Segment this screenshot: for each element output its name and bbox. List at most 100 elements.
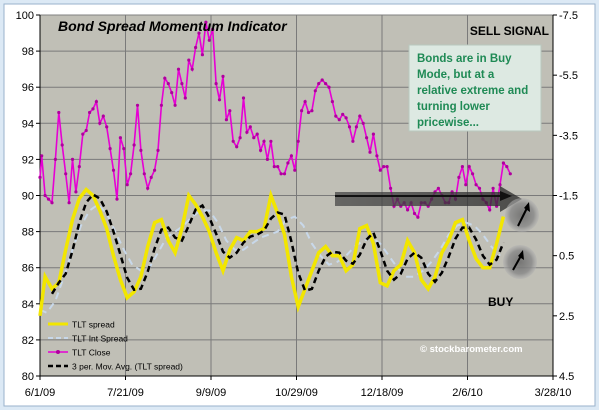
tlt-close-point (488, 208, 492, 212)
tlt-close-point (231, 139, 235, 143)
tlt-close-point (351, 139, 355, 143)
tlt-close-point (245, 130, 249, 134)
x-tick-label: 3/28/10 (535, 387, 572, 399)
tlt-close-point (262, 139, 266, 143)
horizontal-arrow (335, 186, 522, 212)
tlt-close-point (296, 139, 300, 143)
tlt-close-point (457, 175, 461, 179)
horizontal-arrow-head (500, 191, 512, 201)
x-tick-label: 9/9/09 (196, 387, 227, 399)
tlt-close-point (224, 118, 228, 122)
moving-average-line (50, 192, 505, 295)
tlt-close-point (111, 168, 116, 172)
x-tick-label: 2/6/10 (452, 387, 483, 399)
tlt-close-point (211, 27, 215, 31)
tlt-close-point (327, 85, 331, 89)
tlt-close-point (98, 121, 102, 125)
tlt-close-point (508, 172, 512, 176)
tlt-close-point (416, 215, 420, 219)
tlt-close-point (406, 208, 410, 212)
tlt-close-point (166, 82, 170, 86)
axes: 80 82 84 86 88 90 92 94 96 98 100 -7.5 -5.5 -3.5 -1.5 0… (16, 10, 578, 399)
tlt-close-point (382, 165, 386, 169)
tlt-close-point (320, 78, 324, 82)
tlt-close-points (38, 20, 512, 219)
tlt-close-point (300, 109, 304, 113)
tlt-close-point (361, 121, 365, 125)
tlt-close-point (200, 53, 204, 57)
tlt-close-point (81, 132, 85, 136)
tlt-close-point (471, 172, 475, 176)
tlt-close-point (375, 154, 379, 158)
tlt-close-point (173, 103, 177, 107)
tlt-close-point (60, 143, 64, 147)
tlt-close-point (460, 165, 464, 169)
left-tick-label: 84 (22, 299, 34, 311)
tlt-close-point (183, 96, 187, 100)
tlt-close-point (67, 201, 71, 205)
left-tick-label: 100 (16, 10, 34, 22)
upper-circle-marker (505, 198, 539, 232)
tlt-close-point (190, 67, 194, 71)
tlt-close-point (324, 82, 328, 86)
legend-label: TLT spread (72, 320, 115, 330)
tlt-close-point (259, 148, 263, 152)
legend-label: TLT Close (72, 348, 111, 358)
tlt-close-point (282, 172, 287, 176)
tlt-close-point (115, 197, 119, 201)
tlt-close-point (269, 139, 273, 143)
annotation-layer: Bond Spread Momentum Indicator SELL SIGNA… (58, 18, 549, 355)
legend-item: TLT Close (48, 348, 111, 358)
tlt-close-point (389, 186, 393, 190)
note-line: relative extreme and (417, 85, 528, 97)
tlt-close-point (238, 136, 242, 140)
tlt-close-point (64, 172, 68, 176)
tlt-close-point (378, 168, 382, 172)
tlt-close-point (272, 165, 276, 169)
tlt-close-point (255, 132, 259, 136)
tlt-close-point (197, 31, 201, 35)
note-line: Mode, but at a (417, 69, 495, 81)
legend: TLT spread TLT Int Spread TLT Close 3 per. … (48, 320, 183, 372)
tlt-close-point (217, 98, 222, 102)
tlt-close-point (317, 82, 321, 86)
left-tick-label: 90 (22, 191, 34, 203)
tlt-close-point (303, 100, 307, 104)
tlt-close-point (163, 76, 167, 80)
tlt-close-point (498, 183, 502, 187)
tlt-close-point (118, 136, 122, 140)
tlt-close-point (129, 172, 133, 176)
tlt-close-point (474, 183, 478, 187)
tlt-close-point (153, 168, 157, 172)
tlt-close-point (436, 186, 440, 190)
tlt-close-point (94, 100, 98, 104)
tlt-close-point (38, 175, 42, 179)
tlt-close-point (501, 161, 505, 165)
tlt-close-point (293, 168, 297, 172)
left-tick-label: 96 (22, 82, 34, 94)
left-tick-label: 82 (22, 335, 34, 347)
tlt-close-point (330, 100, 334, 104)
tlt-close-point (84, 128, 88, 133)
tlt-close-point (187, 58, 191, 62)
tlt-close-point (53, 157, 58, 161)
tlt-close-point (46, 197, 51, 201)
tlt-close-point (368, 150, 372, 154)
legend-item: TLT spread (48, 320, 115, 330)
tlt-close-point (241, 96, 246, 100)
note-box (408, 44, 542, 132)
series-layer (38, 20, 512, 317)
tlt-close-point (170, 91, 174, 95)
chart-title: Bond Spread Momentum Indicator (58, 18, 288, 34)
tlt-close-point (221, 74, 225, 78)
tlt-close-point (467, 165, 471, 169)
note-line: Bonds are in Buy (417, 53, 512, 65)
tlt-close-point (337, 118, 341, 122)
tlt-close-point (149, 175, 153, 179)
tlt-close-point (279, 172, 283, 176)
lower-small-arrow-head (518, 250, 524, 260)
buy-label: BUY (488, 295, 513, 309)
right-tick-label: 4.5 (559, 371, 574, 383)
tlt-close-point (132, 143, 136, 147)
